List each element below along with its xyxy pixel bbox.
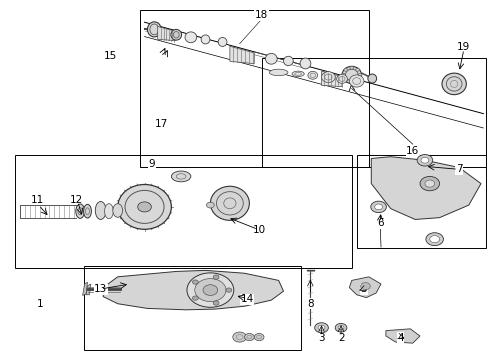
Ellipse shape xyxy=(104,204,113,219)
Circle shape xyxy=(232,332,246,342)
Ellipse shape xyxy=(265,53,277,64)
Polygon shape xyxy=(385,329,419,343)
Circle shape xyxy=(424,180,434,187)
Ellipse shape xyxy=(147,22,161,37)
Text: 7: 7 xyxy=(455,164,462,174)
Ellipse shape xyxy=(348,75,363,87)
Circle shape xyxy=(343,68,347,71)
Circle shape xyxy=(425,233,443,246)
Text: 16: 16 xyxy=(405,146,419,156)
Ellipse shape xyxy=(441,73,466,95)
Circle shape xyxy=(337,325,343,330)
Polygon shape xyxy=(229,46,254,64)
Polygon shape xyxy=(321,71,341,87)
Circle shape xyxy=(420,157,428,163)
Circle shape xyxy=(206,202,214,208)
Circle shape xyxy=(349,66,353,69)
Circle shape xyxy=(334,323,346,332)
Ellipse shape xyxy=(83,204,91,218)
Circle shape xyxy=(370,201,386,213)
Ellipse shape xyxy=(367,74,376,83)
Circle shape xyxy=(254,333,264,341)
Circle shape xyxy=(357,73,361,76)
Ellipse shape xyxy=(291,71,304,77)
Ellipse shape xyxy=(113,204,122,217)
Circle shape xyxy=(244,333,254,341)
Text: 19: 19 xyxy=(456,42,469,52)
Circle shape xyxy=(349,81,353,84)
Text: 18: 18 xyxy=(254,10,267,20)
Circle shape xyxy=(192,280,198,284)
Circle shape xyxy=(341,73,345,76)
Text: 17: 17 xyxy=(155,120,168,129)
Polygon shape xyxy=(348,277,380,298)
Bar xyxy=(356,155,485,248)
Circle shape xyxy=(360,283,369,290)
Circle shape xyxy=(138,202,151,212)
Circle shape xyxy=(343,78,347,81)
Polygon shape xyxy=(370,157,480,220)
Bar xyxy=(15,155,351,268)
Text: 9: 9 xyxy=(148,159,155,169)
Ellipse shape xyxy=(210,186,249,220)
Circle shape xyxy=(419,176,439,191)
Ellipse shape xyxy=(118,184,171,229)
Circle shape xyxy=(213,275,219,279)
Ellipse shape xyxy=(95,202,106,220)
Circle shape xyxy=(203,285,217,296)
Bar xyxy=(140,10,368,167)
Circle shape xyxy=(416,154,432,166)
Text: 3: 3 xyxy=(318,333,324,343)
Circle shape xyxy=(314,323,328,333)
Ellipse shape xyxy=(336,75,346,84)
Circle shape xyxy=(318,325,325,330)
Text: 13: 13 xyxy=(94,284,107,294)
Circle shape xyxy=(213,301,219,305)
Text: 10: 10 xyxy=(252,225,265,235)
Ellipse shape xyxy=(283,56,293,66)
Ellipse shape xyxy=(307,71,317,79)
Circle shape xyxy=(194,279,225,302)
Ellipse shape xyxy=(300,58,310,69)
Bar xyxy=(83,266,300,350)
Ellipse shape xyxy=(269,69,287,76)
Text: 6: 6 xyxy=(377,218,384,228)
Ellipse shape xyxy=(76,204,84,219)
Ellipse shape xyxy=(341,66,361,84)
Text: 4: 4 xyxy=(396,333,403,343)
Ellipse shape xyxy=(218,37,226,46)
Text: 1: 1 xyxy=(36,299,43,309)
Circle shape xyxy=(355,68,359,71)
Circle shape xyxy=(192,296,198,300)
Text: 8: 8 xyxy=(306,299,313,309)
Text: 2: 2 xyxy=(338,333,345,343)
Text: 12: 12 xyxy=(69,195,83,205)
Text: 14: 14 xyxy=(240,294,253,304)
Circle shape xyxy=(186,273,233,307)
Text: 15: 15 xyxy=(103,51,117,61)
Ellipse shape xyxy=(201,35,209,44)
Polygon shape xyxy=(86,284,91,295)
Polygon shape xyxy=(82,282,87,296)
Circle shape xyxy=(429,235,439,243)
Ellipse shape xyxy=(184,32,196,42)
Ellipse shape xyxy=(171,171,190,182)
Text: 11: 11 xyxy=(31,195,44,205)
Bar xyxy=(261,58,485,167)
Polygon shape xyxy=(103,270,283,310)
Circle shape xyxy=(355,78,359,81)
Polygon shape xyxy=(158,27,175,41)
Circle shape xyxy=(225,288,231,292)
Circle shape xyxy=(374,204,382,210)
Ellipse shape xyxy=(321,72,334,82)
Ellipse shape xyxy=(170,30,181,40)
Text: 5: 5 xyxy=(360,284,366,294)
